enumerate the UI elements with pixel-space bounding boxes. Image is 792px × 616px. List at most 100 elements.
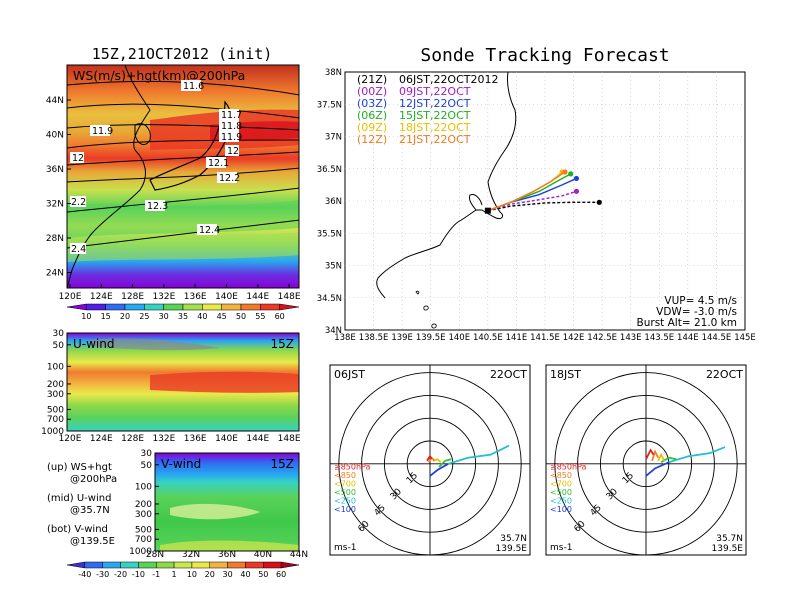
height-label: 11.9 xyxy=(92,126,113,137)
track-endpoint xyxy=(573,188,580,194)
lon-tick-label: 144E xyxy=(246,434,269,444)
track-endpoint xyxy=(562,169,568,175)
pressure-tick-label: 100 xyxy=(135,482,152,492)
colorbar-tick-label: 55 xyxy=(255,312,265,321)
lon-tick-label: 141E xyxy=(506,333,528,343)
level-legend-item: <250 xyxy=(550,497,572,506)
lat-tick-label: 37N xyxy=(325,133,342,143)
colorbar-swatch xyxy=(240,303,261,311)
colorbar-tick-label: -1 xyxy=(152,570,160,579)
left-title: 15Z,21OCT2012 (init) xyxy=(92,45,273,63)
param-vdw: VDW= -3.0 m/s xyxy=(656,306,737,318)
height-label: 11.9 xyxy=(221,132,242,143)
hodograph-units: ms-1 xyxy=(334,543,356,553)
pressure-tick-label: 700 xyxy=(47,415,64,425)
legend-code: (06Z) xyxy=(357,109,387,122)
level-legend-item: <700 xyxy=(550,480,572,489)
hodograph-lat: 35.7N xyxy=(716,534,743,544)
ws-panel-label: WS(m/s)+hgt(km)@200hPa xyxy=(73,68,245,83)
lon-tick-label: 141.5E xyxy=(530,333,560,343)
lon-tick-label: 143E xyxy=(620,333,642,343)
legend-line: (bot) V-wind xyxy=(47,524,108,535)
lat-tick-label: 36N xyxy=(325,197,342,207)
hodograph-trace xyxy=(447,444,510,465)
height-label: 11.8 xyxy=(221,121,242,132)
height-label: 12.3 xyxy=(147,201,168,212)
pressure-tick-label: 50 xyxy=(53,341,65,351)
colorbar-tick-label: 10 xyxy=(187,570,197,579)
colorbar-swatch xyxy=(280,561,300,569)
legend-time: 18JST,22OCT xyxy=(399,121,471,134)
colorbar-swatch xyxy=(163,303,184,311)
pressure-tick-label: 50 xyxy=(141,461,153,471)
v-wind-label: V-wind xyxy=(161,457,201,471)
colorbar-swatch xyxy=(102,561,121,569)
lon-tick-label: 144E xyxy=(246,292,269,302)
colorbar-tick-label: -10 xyxy=(132,570,145,579)
track-line xyxy=(487,201,600,212)
colorbar-tick-label: -40 xyxy=(78,570,91,579)
sonde-params: VUP= 4.5 m/s VDW= -3.0 m/s Burst Alt= 21… xyxy=(637,295,737,329)
ws-panel: WS(m/s)+hgt(km)@200hPa 11.6 11.7 11.8 11… xyxy=(46,64,301,302)
colorbar-swatch xyxy=(191,561,211,569)
uv-colorbar: -40 -30 -20 -10 -1 1 10 20 30 40 50 60 xyxy=(66,561,300,579)
lat-tick-label: 36N xyxy=(46,165,64,175)
legend-code: (00Z) xyxy=(357,85,387,98)
hodograph-units: ms-1 xyxy=(550,543,572,553)
height-label: 12.1 xyxy=(208,158,229,169)
legend-line: (mid) U-wind xyxy=(47,493,111,504)
colorbar-swatch xyxy=(279,303,300,311)
legend-time: 21JST,22OCT xyxy=(399,133,471,146)
pressure-tick-label: 200 xyxy=(47,380,64,390)
lat-tick-label: 28N xyxy=(146,550,164,560)
track-endpoint xyxy=(568,171,574,177)
hodograph-lat: 35.7N xyxy=(500,534,527,544)
ws-colorbar: 10 15 20 25 30 35 40 45 50 55 60 xyxy=(66,303,300,321)
colorbar-swatch xyxy=(260,303,280,311)
level-legend-item: <500 xyxy=(334,488,356,497)
lon-tick-label: 143.5E xyxy=(644,333,674,343)
lat-tick-label: 40N xyxy=(46,131,64,141)
pressure-tick-label: 1000 xyxy=(129,547,152,557)
hodograph-trace xyxy=(657,452,666,462)
lat-tick-label: 37.5N xyxy=(317,100,342,110)
v-wind-time: 15Z xyxy=(271,457,295,471)
lon-tick-label: 120E xyxy=(59,434,82,444)
colorbar-swatch xyxy=(105,303,126,311)
lon-tick-label: 132E xyxy=(152,434,175,444)
panel-legend: (up) WS+hgt @200hPa (mid) U-wind @35.7N … xyxy=(47,462,117,547)
lon-tick-label: 142.5E xyxy=(587,333,617,343)
track-line xyxy=(487,190,577,212)
pressure-tick-label: 200 xyxy=(135,500,152,510)
lon-tick-label: 148E xyxy=(278,292,301,302)
level-legend-item: <850 xyxy=(550,471,572,480)
legend-line: (up) WS+hgt xyxy=(47,462,112,473)
hodograph-time: 06JST xyxy=(334,368,365,381)
lon-tick-label: 139.5E xyxy=(416,333,446,343)
level-legend-item: ≥850hPa xyxy=(550,463,587,472)
lat-tick-label: 38N xyxy=(325,68,342,78)
colorbar-tick-label: 45 xyxy=(217,312,227,321)
pressure-tick-label: 1000 xyxy=(41,427,64,437)
lon-tick-label: 128E xyxy=(121,292,144,302)
level-legend-item: <100 xyxy=(334,505,356,514)
colorbar-tick-label: 50 xyxy=(236,312,246,321)
pressure-tick-label: 300 xyxy=(47,390,64,400)
lat-tick-label: 28N xyxy=(46,234,64,244)
lon-tick-label: 142E xyxy=(563,333,585,343)
height-label: 2.2 xyxy=(71,197,86,208)
colorbar-swatch xyxy=(138,561,157,569)
legend-line: @35.7N xyxy=(70,505,110,516)
colorbar-swatch xyxy=(173,561,193,569)
legend-time: 15JST,22OCT xyxy=(399,109,471,122)
colorbar-tick-label: 50 xyxy=(258,570,268,579)
legend-time: 06JST,22OCT2012 xyxy=(399,73,499,86)
lon-tick-label: 144E xyxy=(677,333,699,343)
level-legend-item: <100 xyxy=(550,505,572,514)
level-legend-item: <250 xyxy=(334,497,356,506)
lat-tick-label: 35.5N xyxy=(317,229,342,239)
colorbar-tick-label: 15 xyxy=(101,312,111,321)
